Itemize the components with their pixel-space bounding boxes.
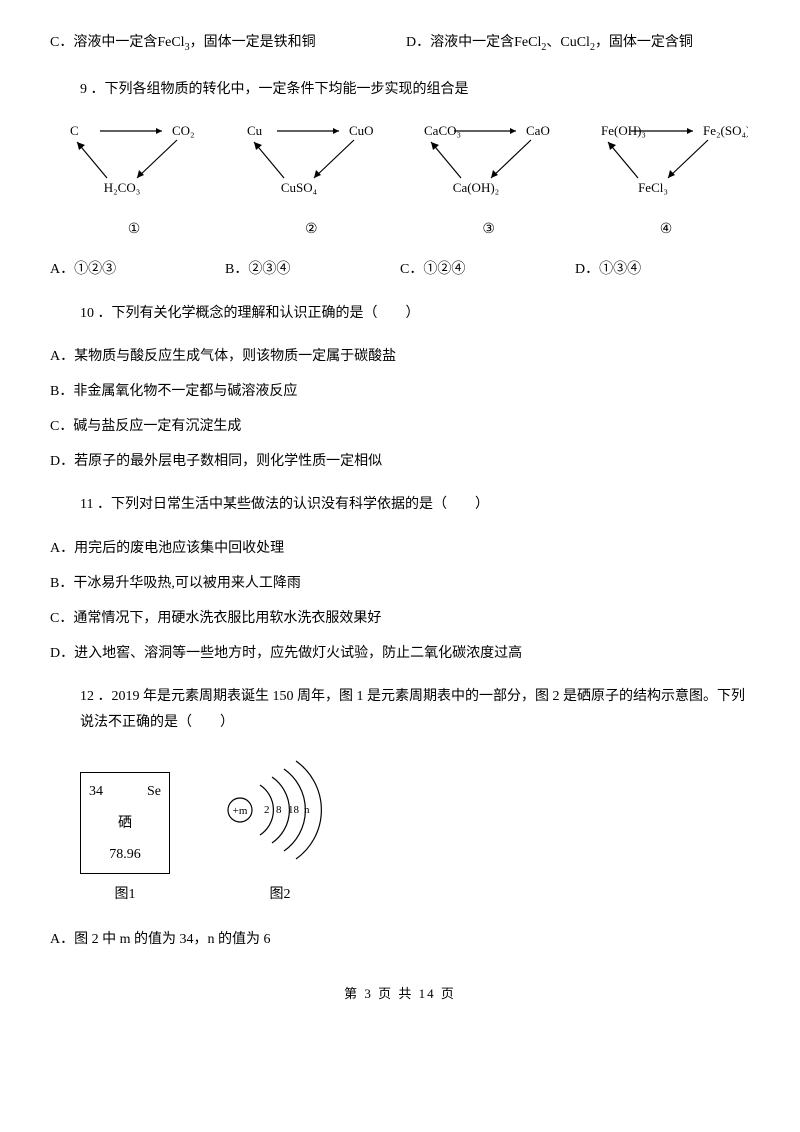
question-10: 10 ．下列有关化学概念的理解和认识正确的是（ ） bbox=[80, 301, 750, 326]
page-footer: 第 3 页 共 14 页 bbox=[50, 982, 750, 1005]
svg-text:CO₂: CO₂ bbox=[172, 123, 195, 138]
svg-text:Ca(OH)₂: Ca(OH)₂ bbox=[453, 180, 499, 195]
shell-4: n bbox=[304, 804, 310, 816]
svg-text:CuSO₄: CuSO₄ bbox=[281, 180, 318, 195]
option-d: D．溶液中一定含FeCl2、CuCl2，固体一定含铜 bbox=[406, 30, 742, 57]
svg-text:CuO: CuO bbox=[349, 123, 374, 138]
diagram-row: C CO₂ H₂CO₃ ① Cu CuO CuSO₄ ② CaCO₃ CaO bbox=[50, 120, 750, 242]
q10-opt-a: A．某物质与酸反应生成气体，则该物质一定属于碳酸盐 bbox=[50, 344, 750, 369]
question-9: 9 ．下列各组物质的转化中，一定条件下均能一步实现的组合是 bbox=[80, 77, 750, 102]
fig2-label: 图2 bbox=[210, 882, 350, 907]
diagram-num: ① bbox=[128, 217, 141, 242]
opt-c-suffix: ，固体一定是铁和铜 bbox=[190, 35, 316, 50]
opt-c-chem: FeCl bbox=[157, 35, 184, 50]
triangle-svg: Cu CuO CuSO₄ bbox=[229, 120, 394, 200]
opt-d-chem1: FeCl bbox=[514, 35, 541, 50]
question-12: 12 ．2019 年是元素周期表诞生 150 周年，图 1 是元素周期表中的一部… bbox=[80, 684, 750, 734]
svg-text:Cu: Cu bbox=[247, 123, 263, 138]
atomic-mass: 78.96 bbox=[89, 842, 161, 867]
q12-figures: 34 Se 硒 78.96 图1 +m 2 8 18 n 图2 bbox=[80, 755, 750, 907]
triangle-svg: CaCO₃ CaO Ca(OH)₂ bbox=[406, 120, 571, 200]
diagram-4: Fe(OH)₃ Fe₂(SO₄)₃ FeCl₃ ④ bbox=[582, 120, 750, 242]
q11-opt-a: A．用完后的废电池应该集中回收处理 bbox=[50, 536, 750, 561]
svg-text:Fe₂(SO₄)₃: Fe₂(SO₄)₃ bbox=[703, 123, 748, 138]
atomic-number: 34 bbox=[89, 779, 103, 804]
q9-opt-d: D．①③④ bbox=[575, 257, 750, 282]
opt-d-chem2: CuCl bbox=[560, 35, 590, 50]
q10-opt-d: D．若原子的最外层电子数相同，则化学性质一定相似 bbox=[50, 449, 750, 474]
svg-text:C: C bbox=[70, 123, 79, 138]
q9-opt-c: C．①②④ bbox=[400, 257, 575, 282]
element-box: 34 Se 硒 78.96 bbox=[80, 772, 170, 874]
q12-opt-a: A．图 2 中 m 的值为 34，n 的值为 6 bbox=[50, 927, 750, 952]
diagram-3: CaCO₃ CaO Ca(OH)₂ ③ bbox=[405, 120, 573, 242]
diagram-2: Cu CuO CuSO₄ ② bbox=[227, 120, 395, 242]
opt-d-sep: 、 bbox=[546, 35, 560, 50]
q11-opt-b: B．干冰易升华吸热,可以被用来人工降雨 bbox=[50, 571, 750, 596]
atom-diagram: +m 2 8 18 n bbox=[210, 755, 350, 865]
q10-opt-b: B．非金属氧化物不一定都与碱溶液反应 bbox=[50, 379, 750, 404]
q10-opt-c: C．碱与盐反应一定有沉淀生成 bbox=[50, 414, 750, 439]
shell-1: 2 bbox=[264, 804, 270, 816]
q11-opt-c: C．通常情况下，用硬水洗衣服比用软水洗衣服效果好 bbox=[50, 606, 750, 631]
triangle-svg: C CO₂ H₂CO₃ bbox=[52, 120, 217, 200]
diagram-num: ④ bbox=[660, 217, 673, 242]
shell-2: 8 bbox=[276, 804, 282, 816]
svg-text:CaO: CaO bbox=[526, 123, 550, 138]
q9-opt-b: B．②③④ bbox=[225, 257, 400, 282]
fig1-label: 图1 bbox=[80, 882, 170, 907]
triangle-svg: Fe(OH)₃ Fe₂(SO₄)₃ FeCl₃ bbox=[583, 120, 748, 200]
element-name: 硒 bbox=[89, 811, 161, 836]
svg-text:FeCl₃: FeCl₃ bbox=[639, 180, 669, 195]
diagram-num: ③ bbox=[482, 217, 495, 242]
option-c: C．溶液中一定含FeCl3，固体一定是铁和铜 bbox=[50, 30, 386, 57]
diagram-1: C CO₂ H₂CO₃ ① bbox=[50, 120, 218, 242]
shell-3: 18 bbox=[288, 804, 300, 816]
opt-d-suffix: ，固体一定含铜 bbox=[595, 35, 693, 50]
q11-opt-d: D．进入地窖、溶洞等一些地方时，应先做灯火试验，防止二氧化碳浓度过高 bbox=[50, 641, 750, 666]
opt-c-prefix: C．溶液中一定含 bbox=[50, 35, 157, 50]
atom-center: +m bbox=[233, 805, 248, 817]
opt-d-prefix: D．溶液中一定含 bbox=[406, 35, 514, 50]
svg-text:H₂CO₃: H₂CO₃ bbox=[103, 180, 140, 195]
q9-opt-a: A．①②③ bbox=[50, 257, 225, 282]
question-11: 11 ．下列对日常生活中某些做法的认识没有科学依据的是（ ） bbox=[80, 492, 750, 517]
figure-2: +m 2 8 18 n 图2 bbox=[210, 755, 350, 907]
q9-options: A．①②③ B．②③④ C．①②④ D．①③④ bbox=[50, 257, 750, 282]
diagram-num: ② bbox=[305, 217, 318, 242]
figure-1: 34 Se 硒 78.96 图1 bbox=[80, 772, 170, 907]
element-symbol: Se bbox=[147, 779, 161, 804]
